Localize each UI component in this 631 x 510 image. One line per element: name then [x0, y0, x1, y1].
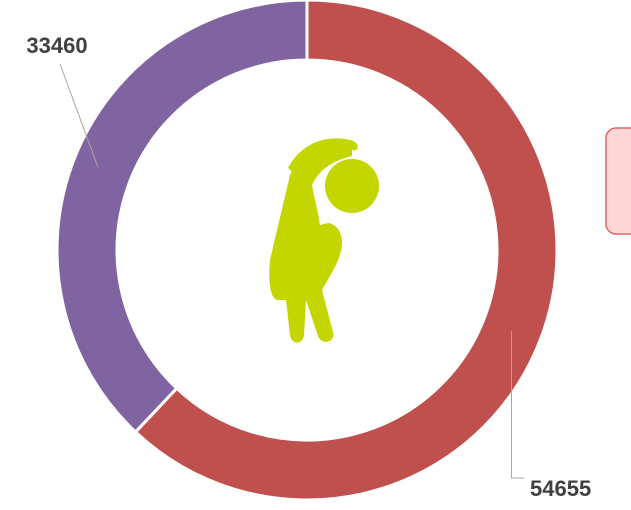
donut-segment	[55, 0, 309, 435]
leader-line	[59, 63, 99, 168]
leader-line	[510, 331, 524, 479]
donut-segment	[133, 0, 559, 502]
data-label: 33460	[26, 33, 87, 58]
legend-box	[605, 127, 631, 235]
data-label: 54655	[530, 476, 591, 501]
donut: 54655 33460	[26, 0, 591, 502]
icon	[269, 138, 379, 343]
